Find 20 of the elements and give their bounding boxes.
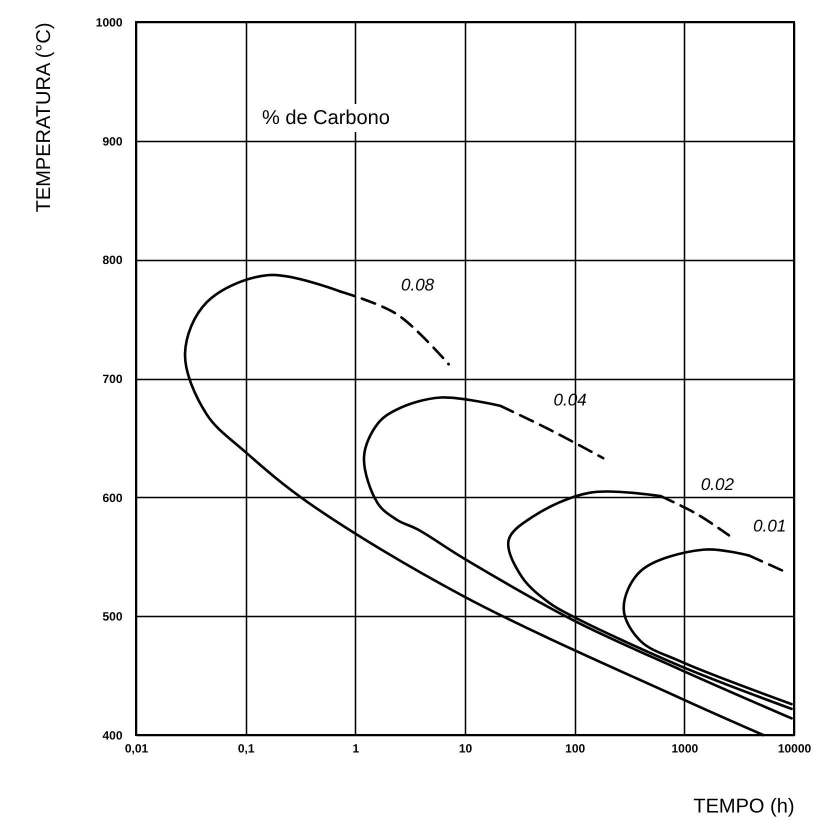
series-label: 0.01 — [753, 516, 786, 536]
x-tick-label: 10 — [458, 742, 472, 756]
x-tick-label: 100 — [565, 742, 586, 756]
y-tick-label: 400 — [102, 728, 123, 742]
y-tick-label: 900 — [102, 134, 123, 148]
x-tick-label: 0,1 — [238, 742, 255, 756]
x-tick-label: 1 — [352, 742, 360, 756]
x-axis-title: TEMPO (h) — [693, 796, 794, 818]
y-tick-label: 1000 — [96, 16, 123, 30]
y-tick-label: 700 — [102, 372, 123, 386]
y-tick-label: 600 — [102, 490, 123, 505]
series-label: 0.08 — [401, 275, 435, 294]
annotation: % de Carbono — [262, 107, 390, 129]
x-tick-label: 0,01 — [124, 742, 148, 756]
x-tick-label: 1000 — [671, 742, 699, 756]
y-axis-title: TEMPERATURA (°C) — [32, 22, 55, 212]
y-tick-label: 800 — [102, 253, 123, 268]
x-tick-label: 10000 — [778, 742, 812, 756]
series-label: 0.02 — [700, 474, 734, 494]
y-tick-label: 500 — [102, 610, 123, 624]
